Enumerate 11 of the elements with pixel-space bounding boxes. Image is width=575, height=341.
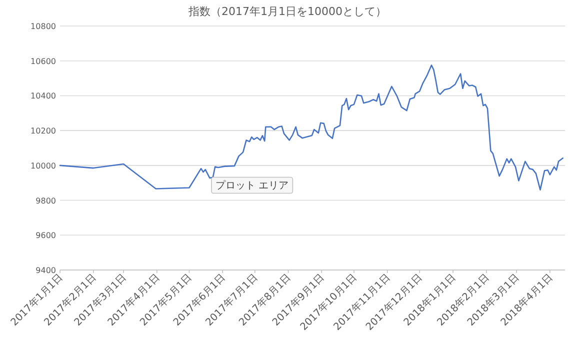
y-tick-label: 10400	[30, 92, 56, 101]
y-tick-label: 9800	[36, 196, 56, 206]
y-tick-label: 9600	[36, 231, 56, 240]
chart-title: 指数（2017年1月1日を10000として）	[188, 5, 386, 18]
y-tick-label: 10600	[30, 56, 56, 66]
y-tick-label: 9400	[36, 266, 56, 275]
y-tick-label: 10800	[30, 22, 56, 31]
annotation: プロット エリア	[216, 179, 289, 192]
line-series	[59, 64, 564, 190]
y-tick-label: 10200	[30, 126, 56, 136]
y-tick-label: 10000	[30, 161, 56, 170]
